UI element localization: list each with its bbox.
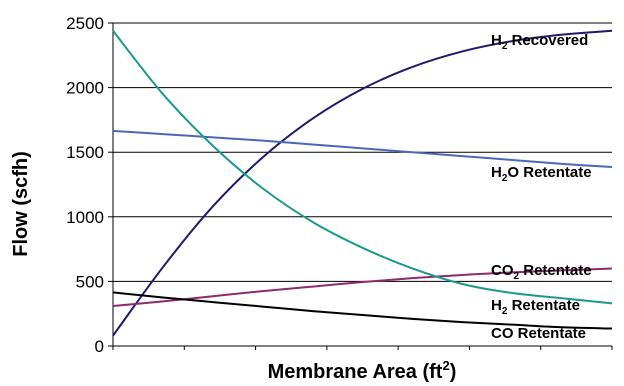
series-labels: H2 Recovered H2O Retentate CO2 Retentate H2…: [491, 32, 592, 342]
x-axis-title-end: ): [450, 361, 457, 383]
series-line-h2-recovered: [112, 29, 613, 337]
series-lines: [112, 29, 613, 337]
y-tick-label-2500: 2500: [66, 14, 104, 33]
x-axis-title-sup: 2: [442, 358, 449, 373]
series-line-co2-retentate: [112, 267, 613, 307]
series-label-h2o-retentate: H2O Retentate: [491, 164, 592, 184]
series-line-co-retentate: [112, 291, 613, 330]
x-axis-title: Membrane Area (ft2): [268, 358, 457, 383]
y-axis-ticks: 0 500 1000 1500 2000 2500: [66, 14, 113, 356]
y-tick-label-500: 500: [76, 272, 104, 291]
y-tick-label-0: 0: [95, 337, 104, 356]
series-label-co2-retentate: CO2 Retentate: [491, 262, 592, 282]
y-axis-title: Flow (scfh): [10, 151, 32, 257]
x-axis-title-main: Membrane Area (ft: [268, 361, 443, 383]
series-line-h2o-retentate: [112, 129, 613, 169]
series-line-h2-retentate: [112, 30, 613, 305]
series-label-h2-retentate: H2 Retentate: [491, 297, 580, 317]
grid-lines: [113, 22, 612, 282]
series-label-co-retentate: CO Retentate: [491, 325, 586, 342]
x-axis-ticks: [112, 346, 613, 350]
series-label-h2-recovered: H2 Recovered: [491, 32, 588, 52]
y-tick-label-2000: 2000: [66, 79, 104, 98]
y-tick-label-1500: 1500: [66, 143, 104, 162]
y-tick-label-1000: 1000: [66, 208, 104, 227]
